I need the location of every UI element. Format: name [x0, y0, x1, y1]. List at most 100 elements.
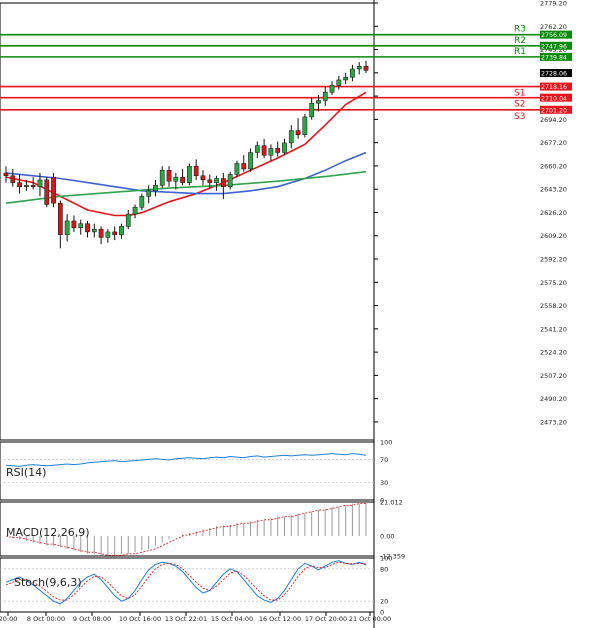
candle-body [316, 100, 321, 104]
candle-body [268, 148, 274, 156]
time-tick-label: 10 Oct 16:00 [119, 615, 161, 623]
candle-body [295, 130, 301, 135]
candle-body [30, 185, 36, 187]
candle-body [98, 228, 104, 238]
level-name-r2: R2 [514, 36, 526, 46]
candle-body [261, 145, 267, 156]
candle-body [125, 213, 131, 227]
candle-body [37, 179, 43, 187]
level-tag-label-s1: 2718.16 [541, 84, 567, 91]
level-tag-label-r2: 2747.96 [541, 43, 567, 50]
candle-body [132, 207, 138, 215]
candle-body [207, 179, 213, 183]
candle-body [119, 226, 124, 235]
candle-body [105, 231, 111, 238]
time-tick-label: 21 Oct 00:00 [349, 615, 391, 623]
candle-body [91, 228, 97, 233]
level-name-s2: S2 [514, 100, 525, 110]
candle-body [288, 130, 294, 144]
price-tick-label: 2541.20 [540, 325, 567, 333]
price-tick-label: 2490.20 [540, 395, 567, 403]
price-tick-label: 2524.20 [540, 349, 567, 357]
rsi-tick-label: 100 [380, 439, 392, 447]
candle-body [322, 92, 328, 101]
time-tick-label: 8 Oct 00:00 [27, 615, 65, 623]
candle-body [166, 170, 172, 182]
stoch-title: Stoch(9,6,3) [14, 576, 82, 589]
moving-average-3 [5, 170, 367, 204]
candle-body [214, 178, 219, 183]
candle-body [282, 142, 287, 153]
candle-body [329, 85, 335, 93]
rsi-line [5, 453, 367, 467]
price-tick-label: 2609.20 [540, 232, 567, 240]
price-tick-label: 2643.20 [540, 186, 567, 194]
time-tick-label: 16 Oct 12:00 [259, 615, 301, 623]
price-tick-label: 2507.20 [540, 372, 567, 380]
candle-body [302, 116, 308, 135]
rsi-title: RSI(14) [6, 466, 46, 479]
level-name-s1: S1 [514, 89, 525, 99]
macd-tick-label: 21.012 [380, 499, 403, 507]
candle-body [159, 170, 165, 186]
rsi-tick-label: 70 [380, 456, 388, 464]
rsi-tick-label: 30 [380, 479, 388, 487]
candle-body [180, 176, 185, 183]
candle-body [363, 66, 369, 71]
candle-body [350, 68, 355, 78]
level-tag-s1 [540, 82, 572, 91]
candle-body [275, 148, 281, 153]
stoch-tick-label: 20 [380, 598, 388, 606]
price-tick-label: 2558.20 [540, 302, 567, 310]
price-tick-label: 2473.20 [540, 418, 567, 426]
candle-body [64, 220, 70, 235]
stoch-k-line [5, 560, 367, 605]
pane-frame-main [0, 2, 375, 441]
price-tick-label: 2694.20 [540, 116, 567, 124]
candle-body [241, 163, 247, 170]
macd-signal-line [5, 503, 366, 556]
candle-body [24, 185, 29, 187]
time-tick-label: 13 Oct 22:01 [165, 615, 207, 623]
time-tick-label: 15 Oct 04:00 [211, 615, 253, 623]
candle-body [254, 145, 260, 153]
candle-body [193, 165, 199, 177]
candle-body [17, 182, 22, 187]
price-tick-label: 2592.20 [540, 256, 567, 264]
level-tag-label-s2: 2710.04 [541, 95, 567, 102]
candle-body [78, 223, 84, 229]
price-tick-label: 2660.20 [540, 162, 567, 170]
macd-tick-label: -12.359 [380, 553, 405, 561]
level-tag-label-r1: 2739.84 [541, 54, 567, 61]
level-name-s3: S3 [514, 112, 525, 122]
level-name-r3: R3 [514, 25, 526, 35]
time-tick-label: 17 Oct 20:00 [305, 615, 347, 623]
time-tick-label: 20:00 [0, 615, 17, 623]
moving-average-2 [5, 151, 367, 195]
candle-body [336, 79, 342, 86]
moving-average-1 [5, 91, 367, 217]
candle-body [343, 76, 348, 81]
candle-body [248, 152, 253, 170]
price-tick-label: 2677.20 [540, 139, 567, 147]
level-tag-s3 [540, 105, 572, 114]
candle-body [227, 174, 233, 187]
candle-body [44, 179, 50, 205]
price-tick-label: 2745.20 [540, 46, 567, 54]
candle-body [153, 185, 158, 192]
stoch-tick-label: 80 [380, 565, 388, 573]
candle-body [85, 223, 90, 233]
candle-body [187, 165, 192, 183]
rsi-tick-label: 0 [380, 497, 384, 505]
stoch-tick-label: 0 [380, 609, 384, 617]
price-tick-label: 2779.20 [540, 0, 567, 8]
stoch-d-line [5, 561, 367, 601]
candle-body [221, 178, 226, 187]
candle-body [51, 176, 56, 204]
level-tag-s2 [540, 93, 572, 102]
level-name-r1: R1 [514, 47, 526, 57]
candle-body [10, 175, 16, 183]
candle-body [309, 102, 315, 118]
current-price-tag [540, 69, 572, 78]
level-tag-r1 [540, 52, 572, 61]
